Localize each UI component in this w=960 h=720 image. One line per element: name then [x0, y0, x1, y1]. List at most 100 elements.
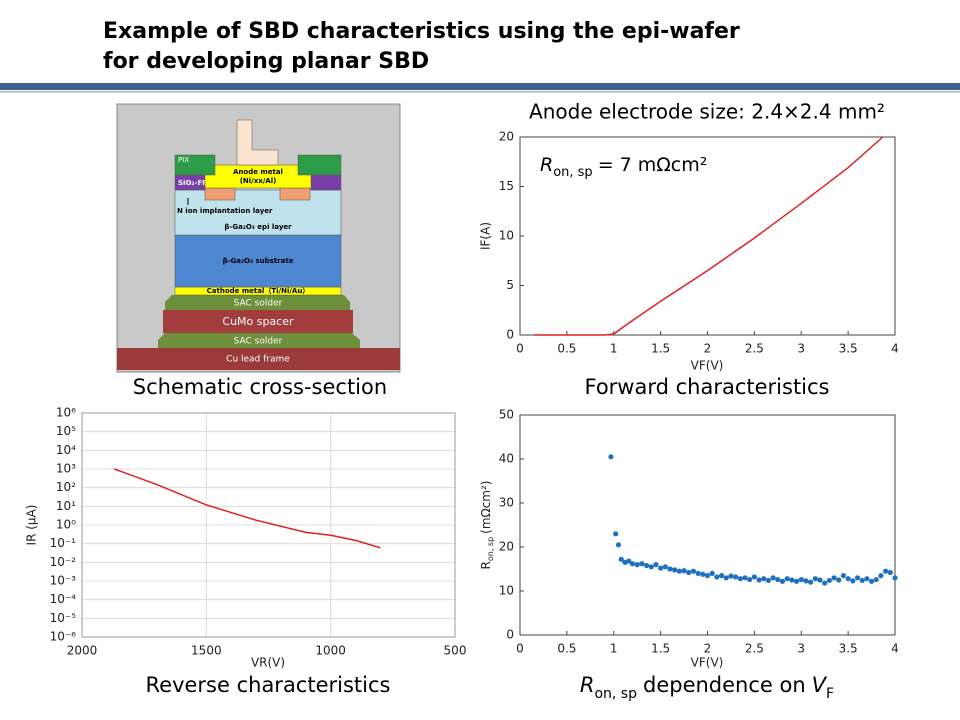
- caption: Forward characteristics: [584, 375, 829, 399]
- text-part: V: [812, 673, 828, 697]
- data-point: [643, 562, 650, 569]
- data-point: [626, 558, 632, 564]
- y-tick-label: 50: [499, 408, 514, 422]
- solder-top: [165, 295, 350, 310]
- data-point: [779, 578, 786, 584]
- data-point: [681, 568, 687, 574]
- data-point: [798, 576, 804, 583]
- text-part: R: [540, 154, 553, 176]
- text-part: on, sp: [553, 165, 592, 180]
- y-tick-label: 10⁵: [56, 424, 76, 438]
- data-point: [887, 569, 893, 576]
- y-tick-label: 10: [499, 229, 514, 243]
- x-tick-label: 1: [610, 342, 618, 356]
- layer-label: β-Ga₂O₃ epi layer: [224, 223, 292, 231]
- y-tick-label: 10⁻⁶: [50, 630, 77, 644]
- text-part: F: [826, 686, 834, 702]
- data-point: [784, 576, 790, 582]
- x-tick-label: 1.5: [651, 342, 670, 356]
- x-tick-label: 2.5: [745, 342, 764, 356]
- x-tick-label: 1.5: [651, 642, 670, 656]
- text-part: on, sp: [594, 686, 637, 702]
- y-tick-label: 40: [499, 452, 514, 466]
- data-point: [859, 577, 865, 584]
- data-point: [793, 578, 800, 584]
- lead-frame: [117, 348, 400, 370]
- x-tick-label: 4: [891, 342, 899, 356]
- title-line: for developing planar SBD: [103, 49, 429, 74]
- data-point: [690, 568, 697, 574]
- y-tick-label: 10⁻⁵: [50, 611, 77, 625]
- data-point: [765, 577, 772, 584]
- y-tick-label: 10⁻²: [50, 555, 77, 569]
- layer-label: Cathode metal（Ti/Ni/Au）: [207, 287, 310, 295]
- plot-frame: [81, 412, 456, 638]
- y-tick-label: 10⁻³: [50, 574, 77, 588]
- data-point: [854, 575, 861, 581]
- data-point: [634, 562, 640, 568]
- data-line: [534, 136, 884, 336]
- text-part: R: [580, 673, 595, 697]
- x-axis-label: VF(V): [691, 656, 724, 670]
- caption: Reverse characteristics: [146, 673, 391, 697]
- data-point: [775, 576, 781, 583]
- x-tick-label: 3: [797, 342, 805, 356]
- layer-label: β-Ga₂O₃ substrate: [223, 257, 294, 265]
- layer-label: CuMo spacer: [222, 315, 294, 328]
- data-line: [114, 468, 381, 549]
- schematic: Cu lead frame SAC solder CuMo spacer SAC…: [116, 103, 401, 399]
- data-point: [653, 562, 659, 568]
- x-tick-label: 1: [610, 642, 618, 656]
- data-point: [639, 561, 645, 567]
- data-point: [808, 579, 814, 585]
- data-point: [826, 577, 832, 584]
- x-tick-label: 2000: [67, 644, 98, 658]
- data-point: [747, 576, 753, 583]
- layer-label: Anode metal: [233, 168, 283, 176]
- implant-block: [204, 187, 236, 201]
- data-point: [761, 576, 767, 582]
- data-point: [873, 576, 879, 583]
- data-point: [840, 573, 847, 579]
- x-tick-label: 3.5: [839, 642, 858, 656]
- x-tick-label: 0: [516, 342, 524, 356]
- data-point: [892, 575, 898, 581]
- data-point: [742, 575, 748, 581]
- data-point: [718, 573, 725, 579]
- layer-label: SAC solder: [234, 337, 283, 347]
- data-point: [836, 577, 842, 583]
- data-point: [608, 454, 614, 460]
- data-point: [770, 575, 776, 581]
- data-point: [751, 574, 757, 580]
- x-tick-label: 2: [704, 342, 712, 356]
- x-axis-label: VR(V): [251, 656, 285, 670]
- data-point: [700, 571, 706, 577]
- epi-layer: [174, 189, 342, 236]
- substrate: [174, 234, 342, 288]
- x-tick-label: 2: [704, 642, 712, 656]
- y-tick-label: 10⁰: [56, 518, 76, 532]
- data-point: [831, 575, 837, 581]
- plot-frame: [519, 136, 896, 336]
- data-point: [615, 542, 622, 548]
- y-axis-label: IF(A): [479, 222, 493, 250]
- data-point: [789, 577, 795, 583]
- y-axis-label: IR (μA): [25, 505, 39, 546]
- data-point: [704, 573, 711, 579]
- text-part: (mΩcm²): [479, 481, 493, 534]
- spacer: [163, 310, 353, 333]
- caption: Ron, sp dependence on VF: [580, 673, 834, 702]
- data-point: [686, 569, 692, 576]
- data-point: [812, 576, 818, 582]
- data-point: [733, 574, 739, 580]
- data-point: [662, 564, 668, 570]
- y-tick-label: 20: [499, 130, 514, 144]
- x-tick-label: 500: [444, 644, 467, 658]
- x-tick-label: 2.5: [745, 642, 764, 656]
- y-tick-label: 10⁶: [56, 406, 76, 420]
- y-tick-label: 15: [499, 179, 514, 193]
- data-point: [658, 565, 664, 571]
- sio2-fp: [310, 174, 342, 191]
- data-point: [803, 578, 809, 584]
